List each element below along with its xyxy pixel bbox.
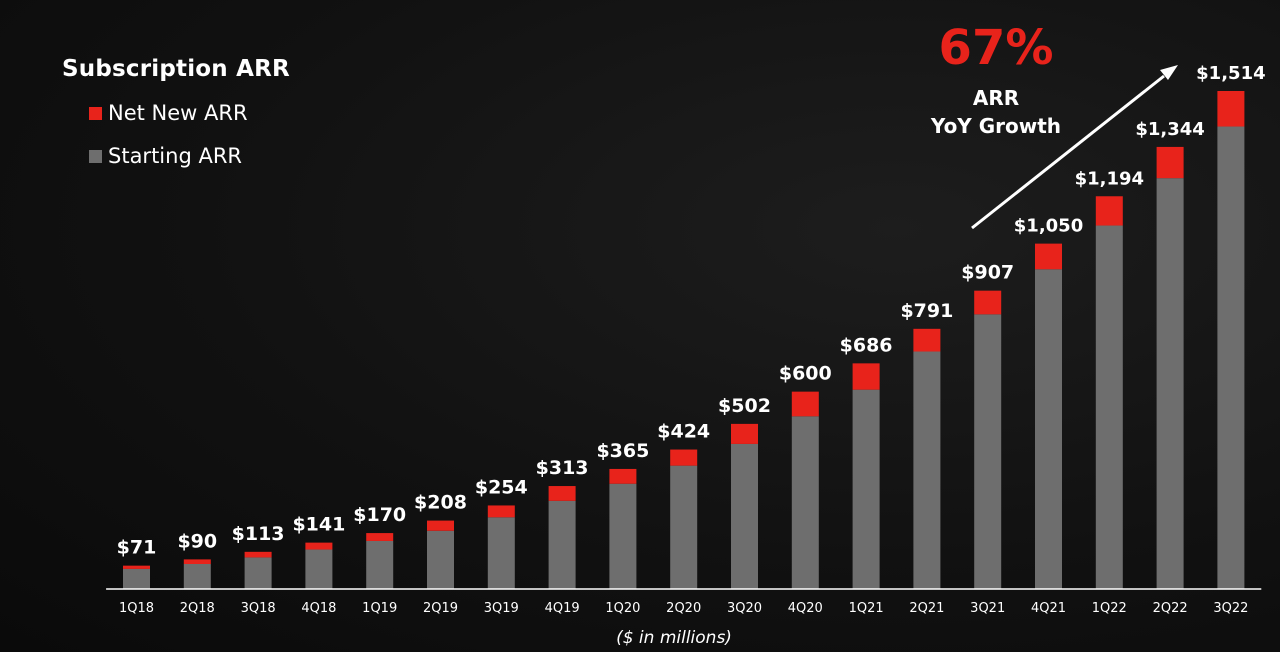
growth-arrow-line bbox=[971, 74, 1165, 230]
bar-starting-arr-2Q20 bbox=[670, 465, 698, 589]
bar-net-new-arr-1Q19 bbox=[366, 533, 394, 541]
bar-net-new-arr-3Q21 bbox=[974, 290, 1002, 315]
bar-starting-arr-3Q22 bbox=[1217, 126, 1245, 589]
bar-net-new-arr-3Q18 bbox=[244, 551, 272, 558]
bar-net-new-arr-2Q20 bbox=[670, 449, 698, 466]
legend-item-net-new-arr: Net New ARR bbox=[89, 101, 248, 125]
data-label-2Q19: $208 bbox=[414, 492, 467, 514]
data-label-3Q20: $502 bbox=[718, 395, 771, 417]
x-tick-4Q21: 4Q21 bbox=[1031, 601, 1066, 616]
x-tick-1Q22: 1Q22 bbox=[1092, 601, 1127, 616]
bar-net-new-arr-4Q19 bbox=[548, 486, 576, 501]
x-tick-3Q22: 3Q22 bbox=[1213, 601, 1248, 616]
net-new-arr-swatch bbox=[89, 106, 102, 120]
bar-starting-arr-4Q21 bbox=[1035, 269, 1062, 589]
bar-starting-arr-3Q20 bbox=[731, 443, 758, 589]
data-label-2Q22: $1,344 bbox=[1135, 119, 1204, 140]
growth-arrow-head bbox=[1160, 65, 1178, 80]
data-label-3Q19: $254 bbox=[475, 476, 528, 498]
bars-group bbox=[123, 91, 1245, 590]
bar-net-new-arr-1Q20 bbox=[609, 468, 637, 484]
x-tick-2Q19: 2Q19 bbox=[423, 601, 458, 616]
bar-starting-arr-4Q19 bbox=[548, 500, 576, 589]
x-tick-1Q18: 1Q18 bbox=[119, 601, 154, 616]
x-tick-3Q19: 3Q19 bbox=[484, 601, 519, 616]
bar-starting-arr-1Q18 bbox=[123, 568, 150, 589]
x-tick-4Q20: 4Q20 bbox=[788, 601, 823, 616]
bar-starting-arr-1Q22 bbox=[1095, 225, 1123, 590]
bar-starting-arr-1Q21 bbox=[852, 389, 880, 589]
bar-net-new-arr-2Q19 bbox=[427, 520, 454, 531]
bar-starting-arr-3Q18 bbox=[244, 557, 272, 589]
bar-net-new-arr-3Q22 bbox=[1217, 91, 1245, 127]
x-tick-2Q22: 2Q22 bbox=[1153, 601, 1188, 616]
legend-item-starting-arr: Starting ARR bbox=[89, 144, 242, 168]
x-tick-3Q21: 3Q21 bbox=[970, 601, 1005, 616]
x-tick-4Q18: 4Q18 bbox=[301, 601, 336, 616]
bar-net-new-arr-1Q22 bbox=[1095, 196, 1123, 226]
data-label-4Q20: $600 bbox=[779, 363, 832, 385]
data-label-1Q21: $686 bbox=[840, 334, 893, 356]
legend-title: Subscription ARR bbox=[62, 56, 290, 82]
growth-label-line2: YoY Growth bbox=[930, 114, 1062, 138]
data-label-2Q18: $90 bbox=[177, 530, 217, 552]
bar-net-new-arr-1Q18 bbox=[123, 565, 150, 569]
legend-label-net-new-arr: Net New ARR bbox=[108, 101, 248, 125]
data-label-4Q19: $313 bbox=[536, 457, 589, 479]
data-label-4Q21: $1,050 bbox=[1014, 216, 1083, 237]
bar-net-new-arr-4Q18 bbox=[305, 542, 333, 550]
x-tick-3Q20: 3Q20 bbox=[727, 601, 762, 616]
x-tick-3Q18: 3Q18 bbox=[241, 601, 276, 616]
bar-net-new-arr-2Q22 bbox=[1156, 146, 1184, 179]
x-tick-1Q20: 1Q20 bbox=[605, 601, 640, 616]
data-label-2Q20: $424 bbox=[657, 421, 710, 443]
bar-net-new-arr-4Q20 bbox=[791, 391, 819, 417]
growth-arrow bbox=[971, 65, 1178, 230]
data-label-3Q18: $113 bbox=[232, 523, 285, 545]
bar-starting-arr-2Q21 bbox=[913, 351, 941, 589]
bar-starting-arr-4Q20 bbox=[791, 416, 819, 589]
data-label-1Q20: $365 bbox=[596, 440, 649, 462]
data-label-1Q19: $170 bbox=[353, 504, 406, 526]
bar-net-new-arr-1Q21 bbox=[852, 363, 880, 390]
x-tick-1Q19: 1Q19 bbox=[362, 601, 397, 616]
data-labels-group: $71 $90 $113 $141 $170 $208 $254 $313 $365 $424 $5… bbox=[117, 63, 1266, 559]
data-label-3Q22: $1,514 bbox=[1196, 63, 1265, 84]
starting-arr-swatch bbox=[89, 149, 102, 163]
x-tick-2Q20: 2Q20 bbox=[666, 601, 701, 616]
growth-percentage: 67% bbox=[938, 20, 1054, 76]
bar-net-new-arr-3Q20 bbox=[731, 423, 758, 444]
bar-starting-arr-2Q18 bbox=[183, 564, 211, 589]
bar-starting-arr-1Q19 bbox=[366, 540, 394, 589]
bar-net-new-arr-2Q18 bbox=[183, 559, 211, 565]
growth-label-line1: ARR bbox=[972, 86, 1020, 110]
x-tick-1Q21: 1Q21 bbox=[849, 601, 884, 616]
bar-starting-arr-3Q19 bbox=[487, 517, 515, 589]
x-tick-4Q19: 4Q19 bbox=[545, 601, 580, 616]
x-tick-2Q18: 2Q18 bbox=[180, 601, 215, 616]
data-label-1Q18: $71 bbox=[117, 537, 157, 559]
bar-starting-arr-1Q20 bbox=[609, 483, 637, 589]
x-tick-2Q21: 2Q21 bbox=[909, 601, 944, 616]
bar-starting-arr-4Q18 bbox=[305, 549, 333, 589]
bar-net-new-arr-3Q19 bbox=[487, 505, 515, 518]
data-label-2Q21: $791 bbox=[900, 300, 953, 322]
legend-label-starting-arr: Starting ARR bbox=[108, 144, 242, 168]
data-label-1Q22: $1,194 bbox=[1075, 168, 1144, 189]
x-axis-label: ($ in millions) bbox=[616, 628, 732, 648]
bar-starting-arr-3Q21 bbox=[974, 314, 1002, 589]
data-label-3Q21: $907 bbox=[961, 262, 1014, 284]
bar-starting-arr-2Q22 bbox=[1156, 178, 1184, 589]
data-label-4Q18: $141 bbox=[292, 514, 345, 536]
bar-starting-arr-2Q19 bbox=[427, 530, 454, 589]
bar-net-new-arr-2Q21 bbox=[913, 328, 941, 352]
x-tick-labels-group: 1Q18 2Q18 3Q18 4Q18 1Q19 2Q19 3Q19 4Q19 1Q20 2Q20… bbox=[119, 601, 1248, 616]
bar-net-new-arr-4Q21 bbox=[1035, 243, 1062, 270]
